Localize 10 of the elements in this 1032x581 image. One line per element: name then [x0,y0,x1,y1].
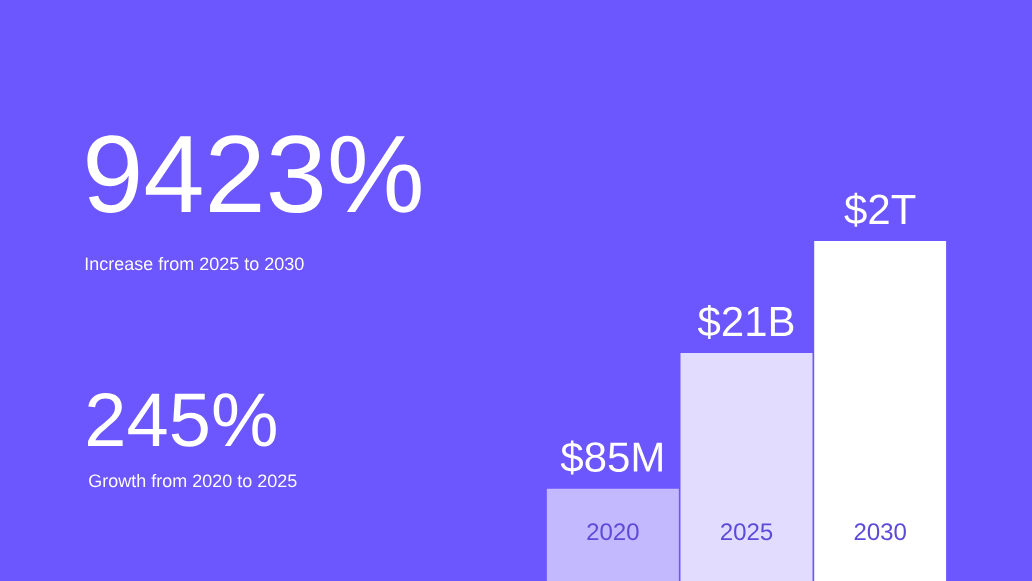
text: Increase from 2025 to 2030 [85,256,304,271]
x-tick-label: 2025 [721,523,773,541]
x-tick-label: 2020 [587,523,639,541]
data-label: $2T [844,192,916,227]
text: 245% [88,392,276,447]
text: Growth from 2020 to 2025 [89,473,297,488]
x-tick-label: 2030 [854,523,906,541]
text: 9423% [87,135,421,214]
data-label: $21B [697,304,794,339]
data-label: $85M [560,440,662,475]
